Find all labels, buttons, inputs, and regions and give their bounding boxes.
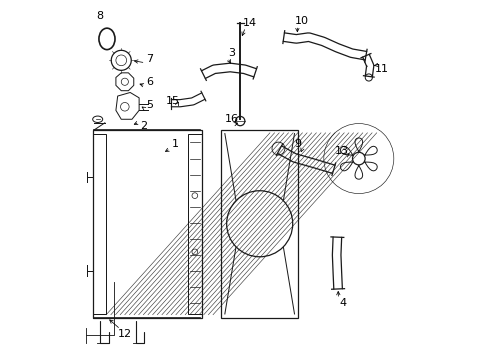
- Text: 2: 2: [140, 121, 147, 131]
- Text: 6: 6: [146, 77, 153, 87]
- Bar: [93, 130, 201, 318]
- Text: 5: 5: [146, 100, 153, 110]
- Bar: [221, 130, 298, 318]
- Text: 7: 7: [146, 54, 153, 64]
- Text: 10: 10: [294, 16, 308, 26]
- Text: 9: 9: [294, 139, 301, 149]
- Text: 8: 8: [96, 11, 103, 21]
- Text: 12: 12: [118, 329, 132, 339]
- Text: 14: 14: [243, 18, 256, 28]
- Text: 3: 3: [228, 48, 235, 58]
- Text: 13: 13: [334, 147, 348, 157]
- Bar: [93, 134, 106, 314]
- Text: 11: 11: [374, 64, 388, 74]
- Text: 16: 16: [224, 114, 239, 124]
- Bar: [188, 134, 201, 314]
- Text: 1: 1: [171, 139, 178, 149]
- Text: 4: 4: [339, 298, 346, 308]
- Text: 15: 15: [165, 96, 179, 107]
